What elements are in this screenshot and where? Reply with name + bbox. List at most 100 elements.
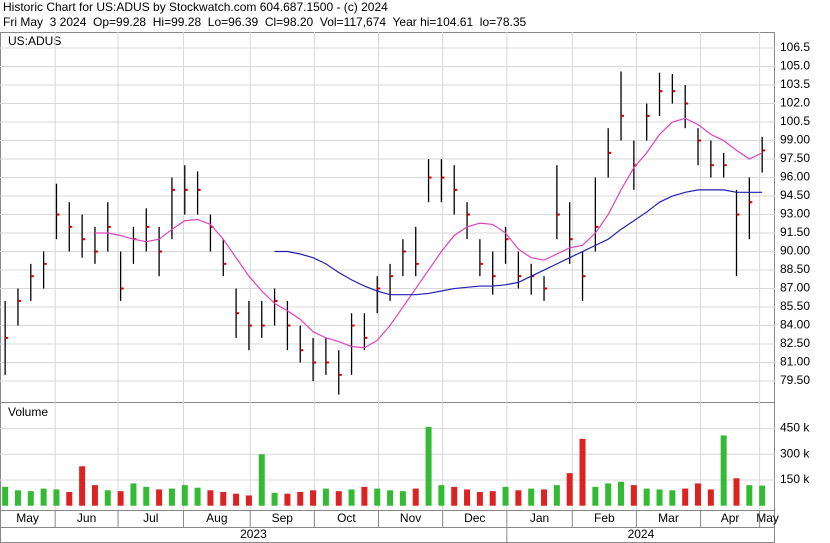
ma-long-line [274, 189, 763, 296]
x-tick-label: Jul [143, 511, 158, 525]
volume-bar [335, 491, 342, 506]
volume-bar [464, 489, 471, 506]
volume-bar [592, 486, 599, 506]
volume-bar [579, 438, 586, 506]
volume-bar [541, 489, 548, 506]
volume-bar [348, 489, 355, 506]
y-tick-label: 97.50 [780, 151, 810, 165]
y-tick-label: 87.00 [780, 281, 810, 295]
volume-bar [194, 487, 201, 506]
volume-bar [669, 490, 676, 506]
y-tick-label: 88.50 [780, 262, 810, 276]
volume-bar [425, 426, 432, 506]
x-tick-label: Jan [530, 511, 549, 525]
x-tick-label: Mar [658, 511, 679, 525]
y2-tick-label: 450 k [780, 421, 810, 435]
volume-bar [168, 488, 175, 506]
y-tick-label: 82.50 [780, 336, 810, 350]
volume-bar [746, 485, 753, 506]
volume-bar [66, 492, 73, 506]
volume-bar [79, 466, 86, 506]
y2-tick-label: 300 k [780, 446, 810, 460]
volume-bar [53, 489, 60, 506]
y-tick-label: 79.50 [780, 373, 810, 387]
volume-bar [2, 486, 9, 506]
y-tick-label: 84.00 [780, 318, 810, 332]
x-tick-label: Aug [206, 511, 227, 525]
year-label: 2024 [628, 527, 655, 541]
y-tick-label: 99.00 [780, 133, 810, 147]
volume-bar [130, 483, 137, 506]
volume-bar [528, 488, 535, 506]
y-tick-label: 91.50 [780, 225, 810, 239]
x-tick-label: Jun [77, 511, 96, 525]
chart-title: Historic Chart for US:ADUS by Stockwatch… [3, 0, 388, 14]
x-tick-label: May [756, 511, 779, 525]
y-tick-label: 81.00 [780, 355, 810, 369]
volume-bar [361, 486, 368, 506]
volume-bar [553, 485, 560, 506]
volume-bar [695, 483, 702, 506]
volume-bar [399, 491, 406, 506]
x-tick-label: Apr [721, 511, 740, 525]
volume-bar [271, 492, 278, 506]
y-tick-label: 102.0 [780, 96, 810, 110]
volume-bar [502, 486, 509, 506]
volume-bar [682, 488, 689, 506]
symbol-label: US:ADUS [8, 34, 61, 48]
volume-bar [220, 492, 227, 506]
volume-bar [117, 491, 124, 506]
y-tick-label: 85.50 [780, 299, 810, 313]
y-tick-label: 103.5 [780, 77, 810, 91]
chart-subtitle: Fri May 3 2024 Op=99.28 Hi=99.28 Lo=96.3… [3, 15, 527, 29]
volume-bar [707, 489, 714, 506]
volume-bar [566, 473, 573, 506]
volume-bar [630, 485, 637, 506]
volume-bar [451, 486, 458, 506]
volume-bar [258, 454, 265, 506]
volume-bar [733, 478, 740, 506]
volume-bar [27, 491, 34, 506]
volume-bar [515, 490, 522, 506]
y-tick-label: 93.00 [780, 207, 810, 221]
volume-bar [476, 492, 483, 506]
volume-bar [156, 489, 163, 506]
volume-bar [40, 488, 47, 506]
x-tick-label: Nov [400, 511, 421, 525]
volume-bar [438, 485, 445, 506]
volume-bar [720, 435, 727, 506]
x-tick-label: Oct [337, 511, 356, 525]
volume-bar [233, 493, 240, 506]
y-tick-label: 96.00 [780, 170, 810, 184]
y2-tick-label: 150 k [780, 472, 810, 486]
volume-bar [284, 493, 291, 506]
volume-bar [489, 491, 496, 506]
volume-bar [618, 481, 625, 506]
y-tick-label: 105.0 [780, 59, 810, 73]
volume-bar [412, 488, 419, 506]
x-tick-label: May [16, 511, 39, 525]
volume-bar [310, 490, 317, 506]
volume-bar [759, 485, 766, 506]
volume-bar [374, 488, 381, 506]
ma-short-line [94, 117, 763, 349]
volume-bar [104, 490, 111, 506]
volume-bar [245, 495, 252, 506]
volume-bar [143, 486, 150, 506]
volume-bar [322, 488, 329, 506]
y-tick-label: 100.5 [780, 114, 810, 128]
volume-bar [207, 490, 214, 506]
x-tick-label: Sep [272, 511, 294, 525]
volume-bar [297, 492, 304, 506]
volume-bar [605, 483, 612, 506]
x-tick-label: Feb [594, 511, 615, 525]
year-label: 2023 [240, 527, 267, 541]
volume-label: Volume [8, 405, 48, 419]
volume-bar [656, 489, 663, 506]
volume-bar [643, 488, 650, 506]
y-tick-label: 90.00 [780, 244, 810, 258]
volume-bar [91, 485, 98, 506]
volume-bar [14, 490, 21, 506]
